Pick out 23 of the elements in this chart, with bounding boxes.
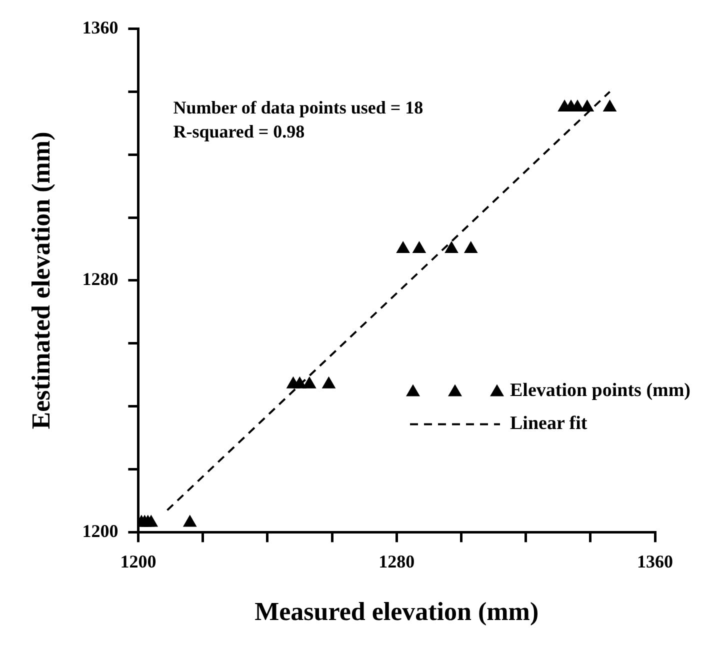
y-tick-label: 1200 [82,520,118,541]
y-axis-title: Eestimated elevation (mm) [26,132,56,430]
point [412,242,426,254]
x-tick-label: 1280 [378,552,415,572]
x-tick-label: 1360 [637,552,673,572]
y-tick-label: 1360 [82,17,118,38]
point [293,376,306,388]
point [302,376,316,388]
legend-label: Linear fit [510,413,588,434]
annotation: R-squared = 0.98 [173,121,305,142]
annotation: Number of data points used = 18 [173,97,424,118]
point [183,515,196,527]
point [144,515,158,527]
point [580,100,594,112]
legend-label: Elevation points (mm) [510,380,690,402]
point [464,242,478,254]
y-tick-label: 1280 [82,269,118,290]
point [396,242,410,254]
point [322,376,336,388]
x-axis-title: Measured elevation (mm) [254,597,539,626]
x-tick-label: 1200 [120,552,156,572]
point [444,242,458,254]
point [603,100,616,112]
